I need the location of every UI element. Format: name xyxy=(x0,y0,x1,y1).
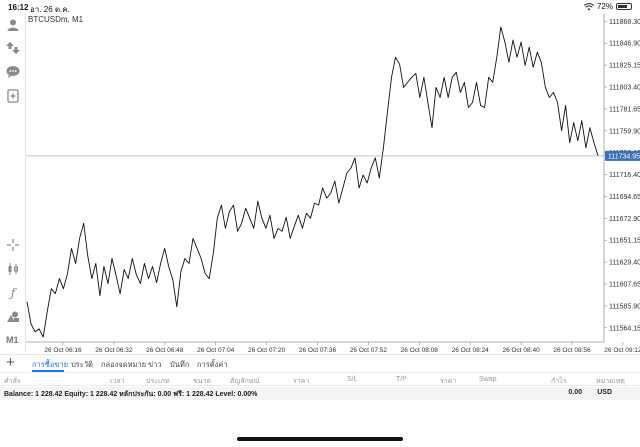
x-tick-label: 26 Oct 06:32 xyxy=(95,347,133,354)
col-sl[interactable]: S/L xyxy=(347,376,358,383)
toolbox-tabs: + การซื้อขาย ประวัติ กล่องจดหมาย ข่าว บั… xyxy=(0,354,640,372)
tab-mailbox[interactable]: กล่องจดหมาย xyxy=(101,360,147,369)
trade-table-header: คำสั่ง เวลา ประเภท ขนาด สัญลักษณ์ ราคา S… xyxy=(0,372,640,386)
balance-profit: 0.00 xyxy=(568,389,582,396)
trade-arrows-icon[interactable] xyxy=(5,40,21,56)
left-toolbar: ƒ M1 xyxy=(0,14,26,352)
x-tick-label: 26 Oct 07:36 xyxy=(299,347,337,354)
status-date: อา. 26 ต.ค. xyxy=(30,5,70,14)
price-chart-svg[interactable]: 111868.30 111846.90 111825.15 111803.40 1117… xyxy=(26,14,640,355)
indicator-f-icon[interactable]: ƒ xyxy=(10,286,16,300)
y-tick-label: 111846.90 xyxy=(609,41,640,48)
x-tick-label: 26 Oct 08:56 xyxy=(553,347,591,354)
y-tick-label: 111759.90 xyxy=(609,128,640,135)
tab-trade[interactable]: การซื้อขาย xyxy=(32,360,69,369)
y-tick-label: 111672.90 xyxy=(609,216,640,223)
col-time[interactable]: เวลา xyxy=(110,378,125,385)
wifi-icon xyxy=(583,2,594,10)
x-tick-label: 26 Oct 08:24 xyxy=(452,347,490,354)
col-symbol[interactable]: สัญลักษณ์ xyxy=(230,378,260,385)
x-tick-label: 26 Oct 07:20 xyxy=(248,347,286,354)
y-tick-label: 111607.65 xyxy=(609,281,640,288)
x-tick-label: 26 Oct 09:12 xyxy=(604,347,640,354)
x-tick-label: 26 Oct 07:52 xyxy=(350,347,388,354)
x-tick-label: 26 Oct 06:48 xyxy=(146,347,184,354)
col-type[interactable]: ประเภท xyxy=(146,378,170,385)
current-price-label: 111734.95 xyxy=(608,153,640,160)
price-series xyxy=(26,26,599,338)
x-tick-label: 26 Oct 06:16 xyxy=(44,347,82,354)
y-tick-label: 111781.65 xyxy=(609,106,640,113)
chart-symbol-label: BTCUSDm, M1 xyxy=(28,15,84,24)
balance-currency: USD xyxy=(597,389,612,396)
col-current-price[interactable]: ราคา xyxy=(440,378,457,385)
status-bar: 16:12 อา. 26 ต.ค. 72% xyxy=(0,0,640,14)
x-tick-label: 26 Oct 07:04 xyxy=(197,347,235,354)
add-icon[interactable]: + xyxy=(6,354,15,371)
candlestick-icon[interactable] xyxy=(5,261,21,277)
y-tick-label: 111716.40 xyxy=(609,172,640,179)
balance-row: Balance: 1 228.42 Equity: 1 228.42 หลักป… xyxy=(0,387,640,400)
col-swap[interactable]: Swap xyxy=(479,376,497,383)
user-icon[interactable] xyxy=(5,17,21,33)
battery-percent: 72% xyxy=(596,2,613,11)
y-tick-label: 111564.15 xyxy=(609,325,640,332)
crosshair-icon[interactable] xyxy=(5,237,21,253)
col-profit[interactable]: กำไร xyxy=(551,378,567,385)
x-tick-label: 26 Oct 08:08 xyxy=(401,347,439,354)
y-tick-label: 111803.40 xyxy=(609,85,640,92)
x-axis: 26 Oct 06:16 26 Oct 06:32 26 Oct 06:48 26 O… xyxy=(26,341,640,354)
tab-settings[interactable]: การตั้งค่า xyxy=(197,360,228,369)
new-order-icon[interactable] xyxy=(5,88,21,104)
chat-icon[interactable] xyxy=(5,64,21,80)
tab-history[interactable]: ประวัติ xyxy=(71,360,93,369)
current-price-tag xyxy=(605,150,640,161)
tab-journal[interactable]: บันทึก xyxy=(170,360,190,369)
y-tick-label: 111629.40 xyxy=(609,260,640,267)
timeframe-label[interactable]: M1 xyxy=(6,335,19,345)
y-tick-label: 111825.15 xyxy=(609,63,640,70)
current-price-marker: 111734.95 xyxy=(26,150,640,161)
price-series-line xyxy=(26,26,599,338)
x-tick-label: 26 Oct 08:40 xyxy=(502,347,540,354)
col-comment[interactable]: หมายเหตุ xyxy=(596,378,625,385)
col-volume[interactable]: ขนาด xyxy=(193,378,212,385)
y-tick-label: 111651.15 xyxy=(609,238,640,245)
active-tab-indicator xyxy=(32,370,64,372)
battery-icon xyxy=(616,3,632,10)
status-time: 16:12 xyxy=(8,3,29,12)
col-tp[interactable]: T/P xyxy=(396,376,407,383)
y-tick-label: 111868.30 xyxy=(609,19,640,26)
tab-news[interactable]: ข่าว xyxy=(148,360,162,369)
objects-icon[interactable] xyxy=(5,309,21,325)
col-order[interactable]: คำสั่ง xyxy=(4,378,21,385)
y-tick-label: 111694.65 xyxy=(609,194,640,201)
home-indicator[interactable] xyxy=(237,437,403,441)
balance-summary: Balance: 1 228.42 Equity: 1 228.42 หลักป… xyxy=(4,391,258,398)
y-tick-label: 111585.90 xyxy=(609,303,640,310)
status-indicators: 72% xyxy=(583,2,632,11)
y-axis: 111868.30 111846.90 111825.15 111803.40 1117… xyxy=(603,14,640,342)
col-price[interactable]: ราคา xyxy=(293,378,310,385)
price-chart[interactable]: 111868.30 111846.90 111825.15 111803.40 1117… xyxy=(26,14,640,355)
